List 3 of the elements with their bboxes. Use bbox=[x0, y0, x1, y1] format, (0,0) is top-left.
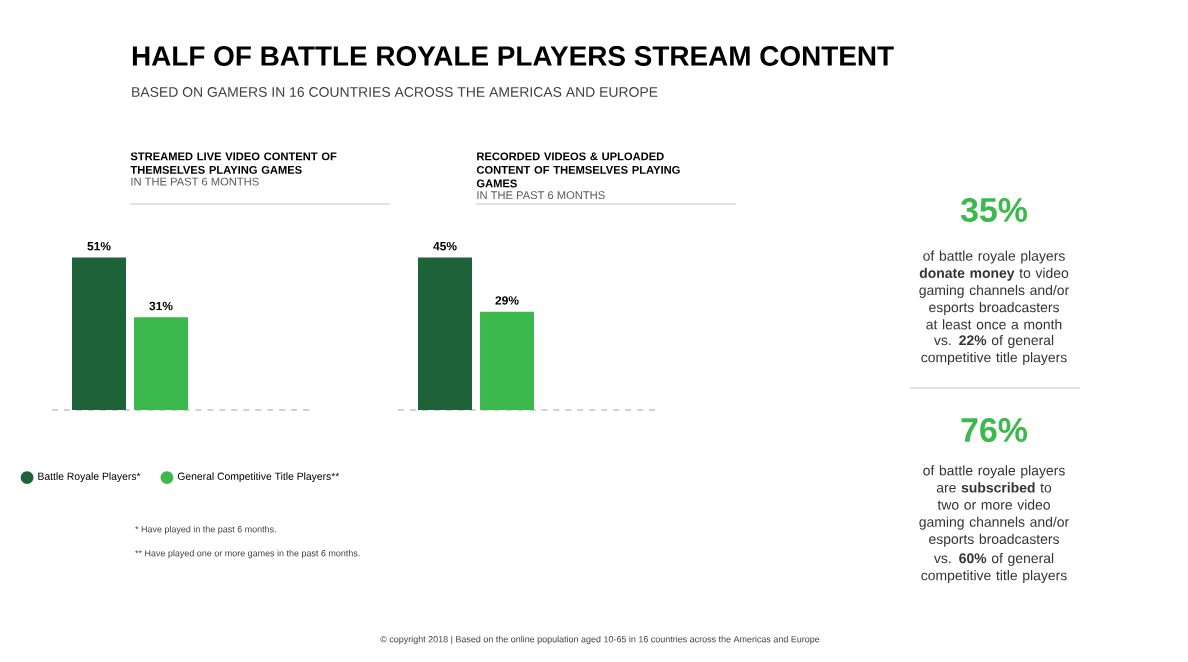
text: 76% bbox=[961, 418, 1027, 442]
text: HALF OF BATTLE ROYALE PLAYERS STREAM CONTENT bbox=[132, 46, 894, 66]
text: 35% bbox=[960, 197, 1027, 223]
